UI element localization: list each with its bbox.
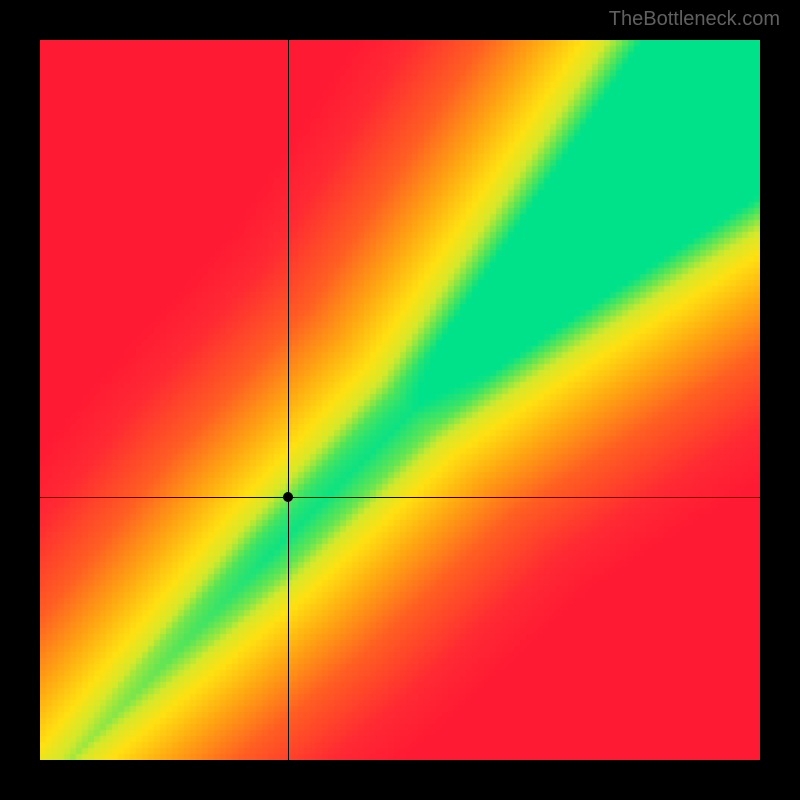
crosshair-horizontal: [40, 497, 760, 498]
crosshair-marker: [283, 492, 293, 502]
heatmap-canvas: [40, 40, 760, 760]
bottleneck-heatmap: [40, 40, 760, 760]
watermark-text: TheBottleneck.com: [609, 8, 780, 31]
crosshair-vertical: [288, 40, 289, 760]
